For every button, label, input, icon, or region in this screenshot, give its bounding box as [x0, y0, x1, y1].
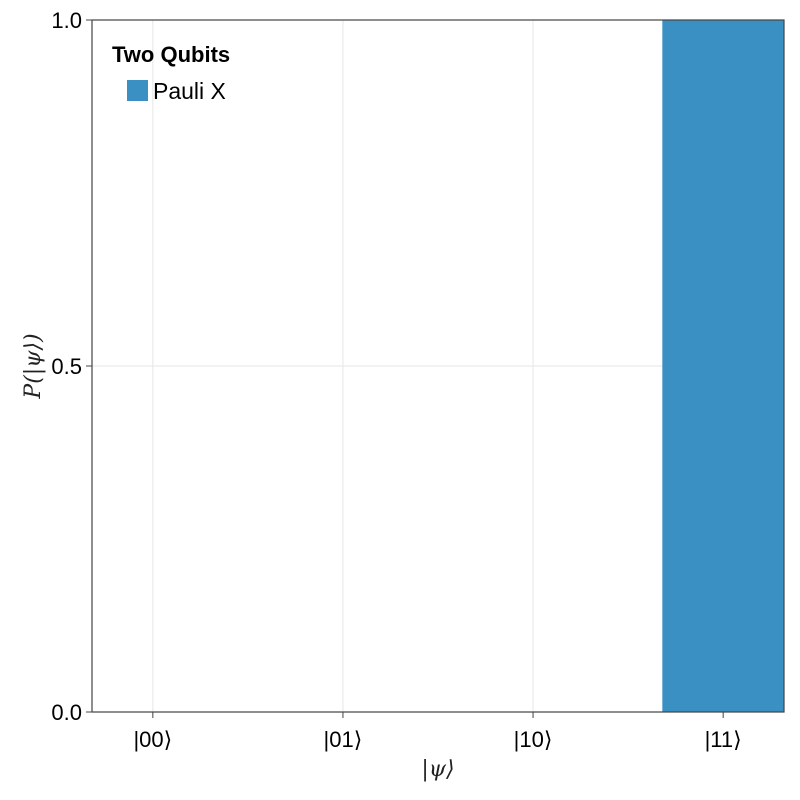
legend: Two Qubits Pauli X — [112, 42, 230, 104]
bar — [662, 20, 784, 712]
x-tick-label: |00⟩ — [133, 727, 172, 752]
y-tick-label: 0.0 — [51, 700, 82, 725]
x-tick-label: |10⟩ — [514, 727, 553, 752]
legend-title: Two Qubits — [112, 42, 230, 67]
y-tick-label: 1.0 — [51, 8, 82, 33]
x-tick-label: |11⟩ — [705, 727, 742, 752]
legend-label: Pauli X — [153, 78, 226, 104]
y-axis-label: P(|ψ⟩) — [21, 333, 46, 399]
legend-swatch — [127, 80, 148, 101]
y-tick-label: 0.5 — [51, 354, 82, 379]
x-axis-label: |ψ⟩ — [421, 757, 454, 782]
bars — [662, 20, 784, 712]
x-tick-label: |01⟩ — [324, 727, 363, 752]
axes: |00⟩ |01⟩ |10⟩ |11⟩ 0.0 0.5 1.0 — [51, 8, 741, 752]
